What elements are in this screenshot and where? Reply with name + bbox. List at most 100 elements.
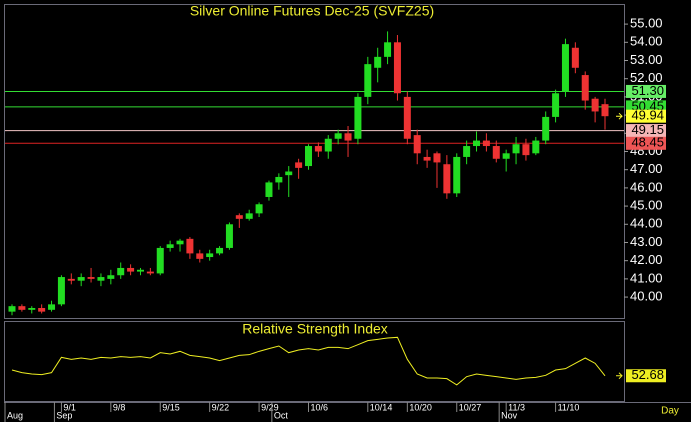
level-box (626, 124, 666, 138)
candle-body (384, 42, 392, 57)
level-label: 50.45 (631, 98, 664, 113)
y-tick-label: 44.00 (630, 216, 663, 231)
level-label: 51.30 (631, 83, 664, 98)
candle-body (275, 176, 283, 183)
candle-body (364, 64, 372, 97)
rsi-line (11, 336, 606, 386)
level-label: 49.94 (631, 108, 664, 123)
candle-body (552, 93, 560, 117)
rsi-panel (4, 321, 625, 402)
level-label: 49.15 (631, 122, 664, 137)
y-tick-label: 40.00 (630, 289, 663, 304)
y-tick-label: 41.00 (630, 270, 663, 285)
candle-body (216, 247, 224, 254)
candle-body (561, 44, 569, 92)
candle-body (473, 140, 481, 147)
candle-body (542, 116, 550, 141)
candle-body (443, 164, 451, 194)
x-tick-label: 11/3 (508, 402, 525, 412)
rsi-title: Relative Strength Index (242, 321, 388, 337)
candle-body (591, 98, 599, 112)
candle-body (403, 96, 411, 139)
candle-body (393, 42, 401, 94)
month-label: Sep (56, 410, 72, 420)
candle-body (423, 156, 431, 161)
x-tick-label: 10/27 (459, 402, 482, 412)
x-tick-label: 9/22 (212, 402, 230, 412)
y-tick-label: 54.00 (630, 34, 663, 49)
candle-body (581, 75, 589, 101)
level-box (626, 136, 666, 150)
chart-title: Silver Online Futures Dec-25 (SVFZ25) (190, 3, 434, 19)
candle-body (295, 162, 303, 168)
x-tick-label: 9/8 (113, 402, 126, 412)
candle-body (235, 215, 243, 219)
candle-body (67, 278, 75, 281)
candle-body (512, 144, 520, 154)
y-tick-label: 53.00 (630, 52, 663, 67)
y-tick-label: 43.00 (630, 234, 663, 249)
candle-body (127, 267, 135, 272)
level-box (626, 84, 666, 98)
x-tick-label: 9/15 (162, 402, 180, 412)
candle-body (97, 277, 105, 281)
candle-body (324, 138, 332, 152)
candle-body (77, 277, 85, 281)
candle-body (463, 146, 471, 157)
rsi-value-label: 52.68 (631, 367, 664, 382)
candle-body (156, 247, 164, 274)
candle-body (206, 253, 214, 258)
candle-body (196, 253, 204, 259)
y-tick-label: 55.00 (630, 16, 663, 31)
candle-body (225, 224, 233, 248)
y-tick-label: 45.00 (630, 198, 663, 213)
candle-body (305, 146, 312, 167)
x-axis-label: Day (661, 406, 679, 417)
candle-body (117, 267, 125, 276)
candle-body (502, 153, 510, 159)
x-tick-label: 10/14 (370, 402, 393, 412)
candle-body (314, 146, 322, 152)
candle-body (374, 56, 382, 68)
candle-body (532, 140, 540, 154)
candle-body (492, 146, 500, 159)
candle-body (245, 213, 253, 219)
x-tick-label: 10/6 (311, 402, 329, 412)
candle-body (48, 304, 56, 310)
month-label: Oct (274, 410, 289, 420)
x-tick-label: 9/1 (63, 402, 76, 412)
candle-body (344, 133, 352, 141)
candle-body (354, 96, 362, 139)
candle-body (166, 244, 174, 248)
month-label: Nov (501, 410, 518, 420)
y-tick-label: 47.00 (630, 161, 663, 176)
candle-body (176, 240, 184, 245)
candle-body (571, 47, 579, 68)
candle-body (87, 277, 95, 279)
candle-body (413, 135, 421, 154)
candle-body (522, 144, 530, 156)
candle-body (107, 275, 115, 279)
candle-body (265, 182, 273, 197)
rsi-box (626, 369, 666, 383)
candle-body (57, 277, 65, 305)
month-label: Aug (7, 410, 23, 420)
x-tick-label: 11/10 (558, 402, 580, 412)
candle-body (453, 156, 461, 194)
candle-body (255, 204, 263, 214)
price-panel (4, 4, 625, 319)
candle-body (482, 140, 490, 147)
level-label: 48.45 (631, 135, 664, 150)
y-tick-label: 42.00 (630, 252, 663, 267)
candle-body (285, 171, 293, 176)
candle-body (136, 269, 144, 272)
y-tick-label: 46.00 (630, 179, 663, 194)
candle-body (38, 307, 46, 312)
level-marker (616, 112, 623, 120)
level-box (626, 109, 666, 123)
rsi-marker (616, 372, 623, 380)
x-tick-label: 9/29 (261, 402, 279, 412)
candle-body (28, 307, 36, 310)
